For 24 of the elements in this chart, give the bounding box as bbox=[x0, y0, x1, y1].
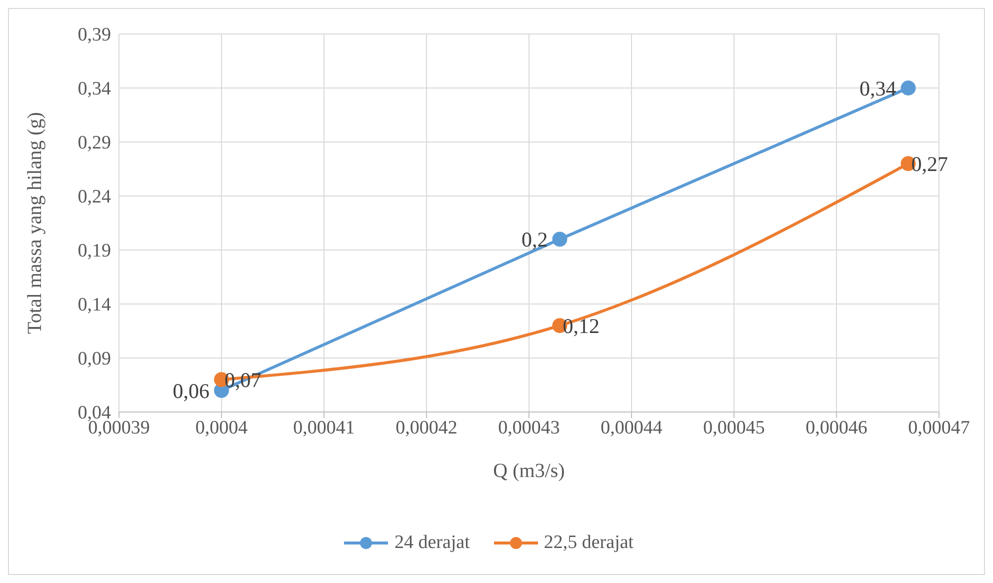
x-tick-label: 0,00042 bbox=[396, 417, 458, 438]
data-label: 0,2 bbox=[522, 228, 548, 252]
data-label: 0,34 bbox=[860, 76, 897, 100]
y-tick-label: 0,14 bbox=[78, 294, 112, 316]
y-tick-label: 0,19 bbox=[78, 240, 111, 262]
point bbox=[900, 80, 916, 96]
legend-label: 22,5 derajat bbox=[542, 532, 634, 554]
y-tick-label: 0,29 bbox=[78, 132, 111, 154]
point bbox=[552, 232, 568, 247]
x-tick-label: 0,00047 bbox=[908, 417, 970, 438]
x-tick-label: 0,00046 bbox=[806, 417, 868, 438]
x-tick-label: 0,00045 bbox=[703, 417, 765, 438]
x-axis-title: Q (m3/s) bbox=[493, 460, 565, 482]
y-axis-title: Total massa yang hilang (g) bbox=[24, 112, 46, 334]
y-tick-label: 0,34 bbox=[78, 78, 112, 100]
x-tick-label: 0,00043 bbox=[498, 417, 560, 438]
legend-label: 24 derajat bbox=[393, 532, 470, 554]
y-tick-label: 0,09 bbox=[78, 348, 111, 370]
x-tick-label: 0,0004 bbox=[195, 417, 248, 438]
data-label: 0,06 bbox=[172, 378, 210, 403]
x-tick-label: 0,00044 bbox=[600, 417, 663, 438]
y-tick-label: 0,39 bbox=[78, 24, 111, 46]
x-tick-label: 0,00041 bbox=[293, 417, 355, 438]
y-tick-label: 0,24 bbox=[78, 186, 112, 208]
